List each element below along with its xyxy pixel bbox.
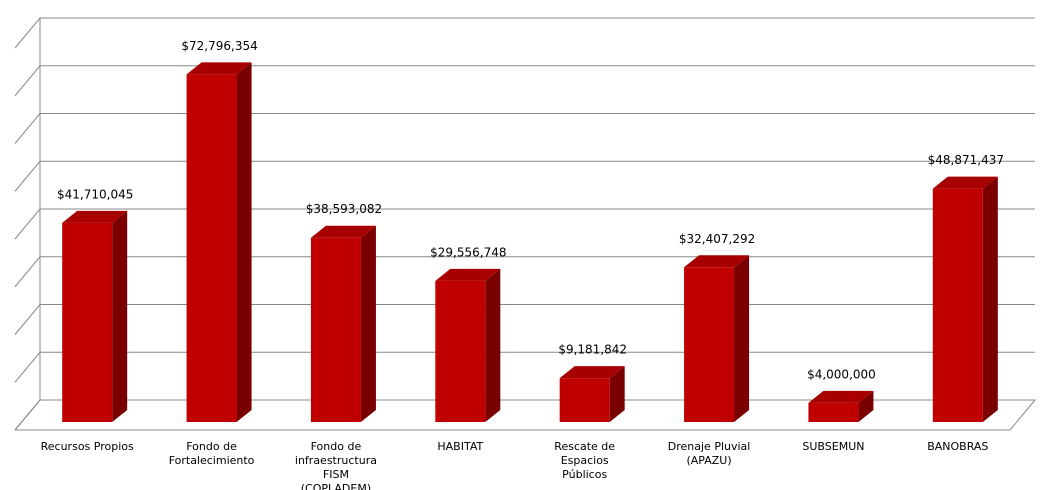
grid-line: [14, 351, 1035, 383]
bar: [310, 237, 361, 422]
bar: [186, 74, 237, 423]
bar-side: [982, 176, 998, 422]
value-label: $38,593,082: [306, 202, 382, 216]
x-tick-label: BANOBRAS: [927, 440, 989, 453]
bar-top: [435, 268, 501, 281]
bar-top: [808, 390, 874, 403]
bar: [808, 402, 859, 422]
bar: [62, 222, 113, 422]
bar-top: [62, 210, 128, 223]
grid-line: [14, 65, 1035, 97]
bar-side: [858, 390, 874, 422]
grid-line: [14, 208, 1035, 240]
bar: [684, 267, 735, 422]
bar-side: [485, 268, 501, 422]
grid-line: [14, 113, 1035, 144]
bar-top: [186, 62, 252, 75]
bar-side: [360, 225, 376, 422]
grid-line: [14, 256, 1035, 288]
grid-line: [14, 17, 1035, 49]
value-label: $72,796,354: [181, 39, 257, 53]
bar-top: [932, 176, 998, 189]
value-label: $4,000,000: [807, 367, 876, 381]
x-tick-label: Rescate de Espacios Públicos: [554, 440, 616, 481]
bar-side: [609, 366, 625, 422]
bar: [559, 378, 610, 422]
grid-line: [14, 304, 1035, 335]
bar: [435, 280, 486, 422]
bar-side: [734, 255, 750, 422]
value-label: $29,556,748: [430, 245, 506, 259]
bar-top: [684, 255, 750, 268]
grid-line: [14, 399, 1035, 431]
x-tick-label: Fondo de infraestructura FISM (COPLADEM): [294, 440, 377, 490]
bar-top: [310, 225, 376, 238]
x-tick-label: Fondo de Fortalecimiento: [168, 440, 255, 467]
bar-side: [236, 62, 252, 423]
x-tick-label: Drenaje Pluvial (APAZU): [667, 440, 751, 467]
value-label: $32,407,292: [679, 232, 755, 246]
bar-top: [559, 366, 625, 379]
bar: [932, 188, 983, 422]
value-label: $9,181,842: [558, 343, 627, 357]
floor: [14, 399, 1037, 431]
x-tick-label: HABITAT: [437, 440, 484, 453]
x-tick-label: Recursos Propios: [40, 440, 134, 453]
value-label: $41,710,045: [57, 187, 133, 201]
grid-line: [14, 160, 1035, 192]
value-label: $48,871,437: [928, 153, 1004, 167]
bar-side: [112, 210, 128, 422]
x-tick-label: SUBSEMUN: [802, 440, 865, 453]
